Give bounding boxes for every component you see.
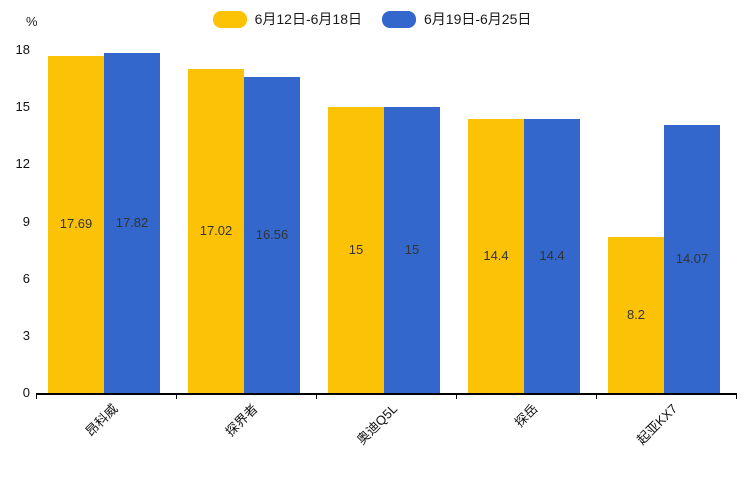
chart-legend: 6月12日-6月18日 6月19日-6月25日 bbox=[0, 8, 744, 30]
bar-奥迪Q5L-series-0[interactable] bbox=[328, 107, 384, 393]
x-axis-tick bbox=[736, 393, 737, 399]
legend-swatch-icon bbox=[212, 10, 247, 28]
bar-探界者-series-0[interactable] bbox=[188, 68, 244, 393]
bar-探岳-series-1[interactable] bbox=[524, 118, 580, 393]
y-tick-label: 18 bbox=[15, 42, 30, 57]
bar-昂科威-series-1[interactable] bbox=[104, 53, 160, 393]
legend-label: 6月12日-6月18日 bbox=[254, 11, 362, 27]
bar-昂科威-series-0[interactable] bbox=[48, 55, 104, 393]
legend-item-series-1[interactable]: 6月19日-6月25日 bbox=[382, 9, 531, 29]
x-axis-tick bbox=[176, 393, 177, 399]
bar-奥迪Q5L-series-1[interactable] bbox=[384, 107, 440, 393]
x-axis-line bbox=[36, 393, 737, 395]
bar-起亚KX7-series-1[interactable] bbox=[664, 124, 720, 393]
y-axis-unit-label: % bbox=[26, 14, 38, 29]
x-tick-label: 探界者 bbox=[222, 401, 261, 440]
x-axis-tick bbox=[316, 393, 317, 399]
x-axis-tick bbox=[36, 393, 37, 399]
y-tick-label: 6 bbox=[22, 270, 30, 286]
x-tick-label: 奥迪Q5L bbox=[354, 401, 401, 448]
legend-item-series-0[interactable]: 6月12日-6月18日 bbox=[212, 9, 362, 29]
bar-起亚KX7-series-0[interactable] bbox=[608, 236, 664, 393]
x-tick-label: 昂科威 bbox=[82, 401, 121, 440]
x-axis-tick bbox=[596, 393, 597, 399]
y-tick-label: 12 bbox=[15, 156, 30, 172]
legend-label: 6月19日-6月25日 bbox=[424, 11, 532, 27]
x-tick-label: 起亚KX7 bbox=[634, 401, 681, 448]
bar-探岳-series-0[interactable] bbox=[468, 118, 524, 393]
y-tick-label: 9 bbox=[22, 213, 30, 229]
y-tick-label: 0 bbox=[22, 385, 30, 400]
x-axis-tick bbox=[456, 393, 457, 399]
y-tick-label: 15 bbox=[15, 99, 30, 115]
y-tick-label: 3 bbox=[22, 327, 30, 343]
bar-探界者-series-1[interactable] bbox=[244, 77, 300, 393]
x-tick-label: 探岳 bbox=[511, 401, 541, 431]
legend-swatch-icon bbox=[382, 10, 416, 28]
